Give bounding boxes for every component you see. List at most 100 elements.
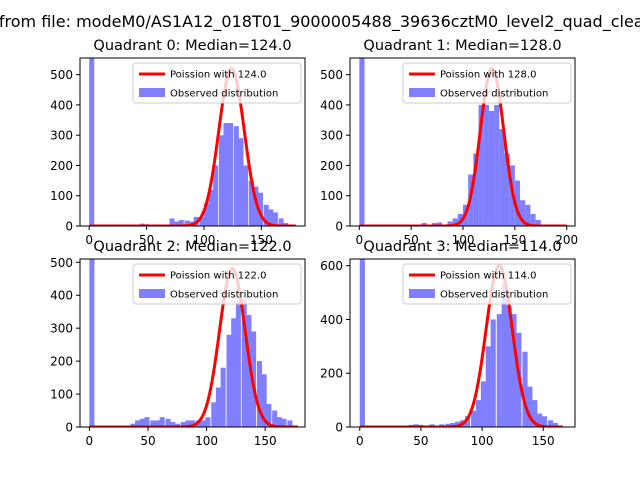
quadrant-2-panel: 0 50 100 150 0 100 200 300 400 500 Quadrant 2: Med… [50,239,306,448]
quadrant-0-legend: Poission with 124.0 Observed distribution [132,62,302,104]
quadrant-2-hist-bar [190,420,196,427]
quadrant-3-hist-bar [511,314,517,427]
quadrant-3-legend: Poission with 114.0 Observed distribution [402,263,572,305]
quadrant-2-hist-bar [150,420,156,427]
quadrant-1-hist-bar [520,200,526,226]
quadrant-3-x-tick-label: 50 [413,434,428,448]
quadrant-2-hist-bar [272,410,278,427]
quadrant-0-x-tick-label: 150 [250,233,273,247]
quadrant-3-axes-frame [349,258,576,428]
quadrant-3-hist-bar [527,386,533,427]
quadrant-3-hist-bar [359,259,365,427]
quadrant-3-panel: 0 50 100 150 0 200 400 600 Quadrant 3: Median=11… [320,239,576,448]
quadrant-2-hist-bar [211,402,217,427]
quadrant-1-x-tick-label: 50 [404,233,419,247]
quadrant-1-hist-bar [494,104,500,226]
quadrant-0-hist-bar [169,218,175,226]
quadrant-0-x-tick-label: 100 [193,233,216,247]
quadrant-1-hist-bar [488,110,495,226]
quadrant-2-plot-area [88,259,299,427]
quadrant-0-y-tick-label: 0 [65,220,73,234]
quadrant-2-hist-bar [220,367,226,427]
quadrant-2-axes-frame [79,258,306,428]
quadrant-1-hist-bar [447,221,453,226]
quadrant-1-x-tick-label: 150 [503,233,526,247]
quadrant-2-y-tick-label: 400 [50,289,73,303]
quadrant-2-hist-bar [266,403,272,427]
quadrant-0-poisson-line [88,67,297,226]
quadrant-1-legend-observed-label: Observed distribution [440,89,548,100]
quadrant-2-x-tick-label: 50 [140,434,155,448]
quadrant-1-y-tick-label: 100 [320,189,343,203]
quadrant-3-hist-bar [480,381,486,427]
quadrant-3-hist-bar [455,421,461,427]
quadrant-3-plot-area [358,259,564,427]
quadrant-3-hist-bar [464,416,471,427]
quadrant-3-hist-bar [506,306,512,427]
quadrant-2-legend-box [132,263,302,305]
quadrant-2-hist-bar [170,422,176,427]
quadrant-0-hist-bar [243,165,249,226]
quadrant-3-hist-bar [496,314,502,427]
quadrant-1-hist-bar [499,129,505,226]
quadrant-2-y-tick-label: 0 [65,421,73,435]
quadrant-1-y-tick-label: 500 [320,68,343,82]
quadrant-0-y-tick-label: 400 [50,98,73,112]
quadrant-2-hist-bar [281,418,287,427]
quadrant-0-hist-bar [238,138,244,226]
quadrant-3-hist-bar [475,400,482,427]
quadrant-1-hist-bar [504,153,510,226]
quadrant-2-hist-bar [159,417,165,427]
quadrant-0-x-tick-label: 0 [85,233,93,247]
quadrant-3-hist-bar [522,351,528,427]
quadrant-2-hist-bar [174,423,180,427]
quadrant-2-hist-bar [139,418,145,427]
quadrant-2-y-tick-label: 100 [50,388,73,402]
quadrant-1-y-tick-label: 400 [320,98,343,112]
quadrant-2-hist-bar [144,417,150,427]
quadrant-3-hist-bar [532,400,538,427]
quadrant-2-x-tick-label: 100 [195,434,218,448]
quadrant-0-y-tick-label: 500 [50,68,73,82]
quadrant-3-legend-observed-label: Observed distribution [440,290,548,301]
quadrant-3-hist-bar [450,422,456,427]
quadrant-1-hist-bar [535,219,541,226]
quadrant-0-axes-frame [79,57,306,227]
quadrant-0-hist-bar [263,204,269,226]
quadrant-2-y-tick-label: 200 [50,355,73,369]
quadrant-3-y-tick-label: 400 [320,313,343,327]
quadrant-2-legend: Poission with 122.0 Observed distribution [132,263,302,305]
quadrant-2-hist-bar [185,420,191,427]
quadrant-3-poisson-line [358,264,564,427]
quadrant-0-legend-box [132,62,302,104]
quadrant-1-panel: 0 50 100 150 200 0 100 200 300 400 500 Quadrant 1: … [320,38,578,247]
quadrant-0-hist-bar [213,165,219,226]
quadrant-0-hist-bar [178,219,184,226]
quadrant-1-legend-poisson-label: Poission with 128.0 [440,70,536,81]
quadrant-1-hist-bar [525,204,531,226]
quadrant-2-x-tick-label: 150 [254,434,277,448]
quadrant-0-x-tick-label: 50 [139,233,154,247]
quadrant-2-y-tick-label: 500 [50,256,73,270]
quadrant-2-hist-bar [215,387,221,427]
quadrant-3-legend-patch-swatch [409,289,435,298]
quadrant-2-legend-observed-label: Observed distribution [170,290,278,301]
quadrant-2-hist-bar [231,318,237,427]
quadrant-1-plot-area [358,58,572,226]
quadrant-2-hist-bar [256,361,262,427]
quadrant-0-hist-bar [248,180,254,226]
quadrant-0-hist-bar [184,220,190,226]
quadrant-3-hist-bar [552,422,559,427]
quadrant-3-x-tick-label: 100 [471,434,494,448]
quadrant-0-y-tick-label: 300 [50,129,73,143]
quadrant-3-hist-bar [537,413,543,427]
quadrant-3-hist-bar [490,319,496,427]
quadrant-0-hist-bar [233,126,239,226]
quadrant-2-hist-bar [135,420,141,427]
quadrant-2-hist-bar [226,334,232,427]
quadrant-1-hist-bar [452,218,458,226]
quadrant-2-title: Quadrant 2: Median=122.0 [93,239,291,255]
quadrant-0-hist-bar [228,123,234,226]
quadrant-3-y-tick-label: 200 [320,367,343,381]
